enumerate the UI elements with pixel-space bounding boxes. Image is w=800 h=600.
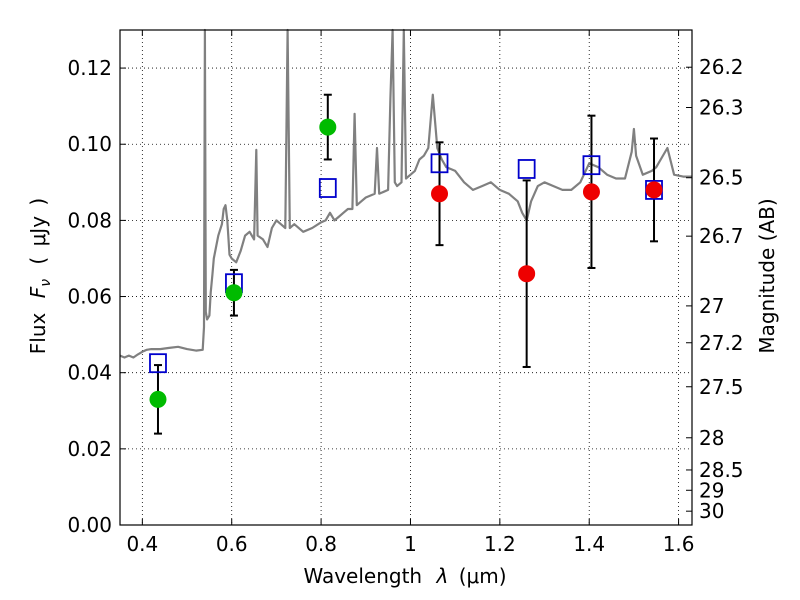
y-axis-label-text: Flux: [26, 312, 50, 354]
y-tick-label: 0.00: [67, 513, 112, 537]
mag-tick-label: 29: [699, 478, 724, 502]
x-axis-label-close-paren: ): [499, 564, 507, 588]
x-tick-label: 1.4: [573, 532, 605, 556]
y-axis-label-open-paren: (: [26, 257, 50, 265]
y-axis-label-unit: μJy: [26, 216, 50, 247]
mag-tick-label: 30: [699, 499, 724, 523]
y-axis-label-subscript: ν: [38, 279, 54, 287]
mag-tick-label: 28: [699, 426, 724, 450]
spectrum-line: [119, 28, 692, 359]
mag-tick-label: 26.5: [699, 166, 744, 190]
plot-frame: [119, 29, 693, 526]
detection-point: [518, 265, 536, 283]
secondary-y-axis-label: Magnitude (AB): [755, 198, 779, 353]
model-photometry-square: [149, 353, 167, 374]
y-axis-label-symbol: F: [26, 286, 50, 298]
x-axis-label-symbol: λ: [435, 564, 448, 588]
model-photometry-series: [149, 153, 663, 374]
y-tick-label: 0.06: [67, 285, 112, 309]
detection-series: [149, 118, 663, 408]
mag-tick-label: 27.5: [699, 375, 744, 399]
x-axis-label-open-paren: (: [459, 564, 467, 588]
axis-ticks: 0.4 0.6 0.8 1 1.2 1.4 1.6 0.00 0.02 0.04 0.06 0.08 0…: [67, 30, 744, 556]
model-photometry-square: [430, 153, 449, 174]
model-photometry-square: [582, 155, 601, 176]
detection-point: [149, 390, 167, 408]
y-axis-label: Flux Fν ( μJy ): [26, 198, 55, 354]
y-tick-label: 0.02: [67, 437, 112, 461]
x-tick-label: 1.2: [484, 532, 516, 556]
detection-point: [582, 183, 600, 201]
model-photometry-square: [517, 159, 536, 179]
spectrum-series: [119, 28, 692, 359]
detection-point: [225, 284, 243, 302]
y-tick-label: 0.08: [67, 208, 112, 232]
mag-tick-label: 26.2: [699, 55, 744, 79]
x-tick-label: 1.6: [663, 532, 695, 556]
detection-point: [431, 185, 449, 203]
detection-point: [645, 181, 663, 199]
x-tick-label: 0.4: [126, 532, 158, 556]
model-photometry-square: [318, 178, 337, 198]
detection-point: [319, 118, 337, 136]
mag-tick-label: 27.2: [699, 331, 744, 355]
mag-tick-label: 26.3: [699, 95, 744, 119]
mag-tick-label: 26.7: [699, 224, 744, 248]
x-tick-label: 0.8: [305, 532, 337, 556]
x-axis-label-text: Wavelength: [303, 564, 422, 588]
y-axis-label-close-paren: ): [26, 198, 50, 206]
x-tick-label: 0.6: [216, 532, 248, 556]
y-tick-label: 0.10: [67, 132, 112, 156]
mag-tick-label: 27: [699, 294, 724, 318]
y-tick-label: 0.04: [67, 361, 112, 385]
x-axis-label-unit: μm: [467, 564, 499, 588]
x-axis-label: Wavelength λ (μm): [303, 564, 506, 588]
x-tick-label: 1: [404, 532, 417, 556]
mag-tick-label: 28.5: [699, 458, 744, 482]
y-tick-label: 0.12: [67, 56, 112, 80]
